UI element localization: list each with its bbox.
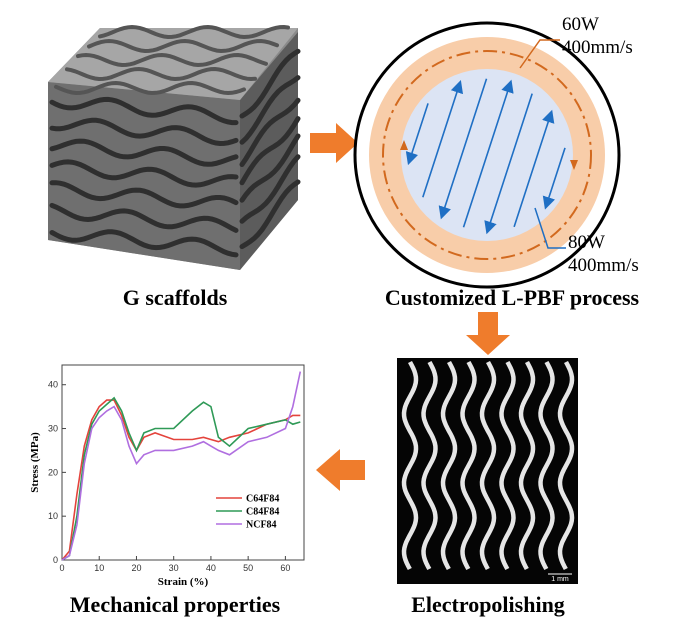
plot-frame	[61, 364, 305, 561]
scan-vector	[462, 79, 514, 228]
flow-arrow	[316, 449, 365, 491]
x-tick-label: 0	[59, 563, 64, 573]
legend-label: C64F84	[246, 494, 279, 505]
strut	[239, 97, 301, 167]
panel-label: Mechanical properties	[70, 592, 281, 617]
strut	[49, 138, 239, 167]
scan-vector	[422, 80, 464, 198]
strut	[49, 202, 239, 233]
strut	[440, 360, 458, 571]
strut	[49, 180, 239, 209]
y-tick-label: 30	[48, 424, 58, 434]
strut	[499, 360, 516, 571]
electropolished-image: 1 mm	[397, 358, 578, 584]
strut	[239, 48, 301, 119]
y-tick-label: 10	[48, 511, 58, 521]
inner-power: 80W	[568, 232, 605, 253]
strut	[49, 159, 239, 188]
strut	[49, 117, 239, 147]
strut	[98, 24, 290, 40]
panel-label: Customized L-PBF process	[385, 285, 640, 310]
scaffold-image	[48, 24, 301, 270]
strut	[421, 360, 438, 571]
scale-bar-label: 1 mm	[551, 576, 569, 583]
data-line	[61, 396, 301, 561]
x-tick-label: 30	[169, 563, 179, 573]
chart: 0 10 20 30 40 50 60 0 10 20 30 40 Strain (%) Stress (…	[29, 364, 305, 588]
strut	[239, 179, 301, 250]
outer-speed: 400mm/s	[562, 37, 633, 58]
data-line	[61, 371, 302, 561]
strut	[49, 96, 239, 126]
scan-vector	[405, 103, 429, 166]
x-tick-label: 20	[131, 563, 141, 573]
y-tick-label: 40	[48, 380, 58, 390]
strut	[518, 360, 536, 571]
strut	[76, 52, 268, 68]
x-tick-label: 10	[94, 563, 104, 573]
strut	[65, 66, 257, 82]
y-tick-label: 0	[53, 555, 58, 565]
strut	[49, 229, 239, 258]
strut	[239, 154, 301, 224]
y-axis-label: Stress (MPa)	[29, 432, 41, 493]
strut	[460, 360, 477, 571]
process-diagram: 60W 400mm/s 80W 400mm/s	[353, 14, 639, 289]
strut	[239, 75, 301, 145]
scan-vector	[484, 93, 533, 235]
scan-vector	[542, 147, 566, 210]
flow-arrow	[466, 312, 510, 355]
strut	[401, 360, 419, 571]
strut	[479, 360, 497, 571]
legend-label: NCF84	[246, 520, 277, 531]
x-tick-label: 50	[243, 563, 253, 573]
flow-arrow	[310, 123, 358, 163]
panel-label: G scaffolds	[123, 285, 228, 310]
panel-label: Electropolishing	[411, 592, 565, 617]
data-line	[61, 399, 301, 561]
x-tick-label: 60	[280, 563, 290, 573]
scan-vector	[513, 109, 555, 228]
strut	[239, 116, 301, 186]
inner-speed: 400mm/s	[568, 255, 639, 276]
scan-vector	[438, 78, 488, 220]
legend-label: C84F84	[246, 507, 279, 518]
x-axis-label: Strain (%)	[158, 576, 209, 588]
strut	[54, 80, 246, 96]
strut	[538, 360, 555, 571]
strut	[239, 133, 301, 203]
strut	[87, 38, 279, 54]
y-tick-label: 20	[48, 467, 58, 477]
x-tick-label: 40	[206, 563, 216, 573]
outer-power: 60W	[562, 14, 599, 35]
strut	[557, 360, 575, 571]
